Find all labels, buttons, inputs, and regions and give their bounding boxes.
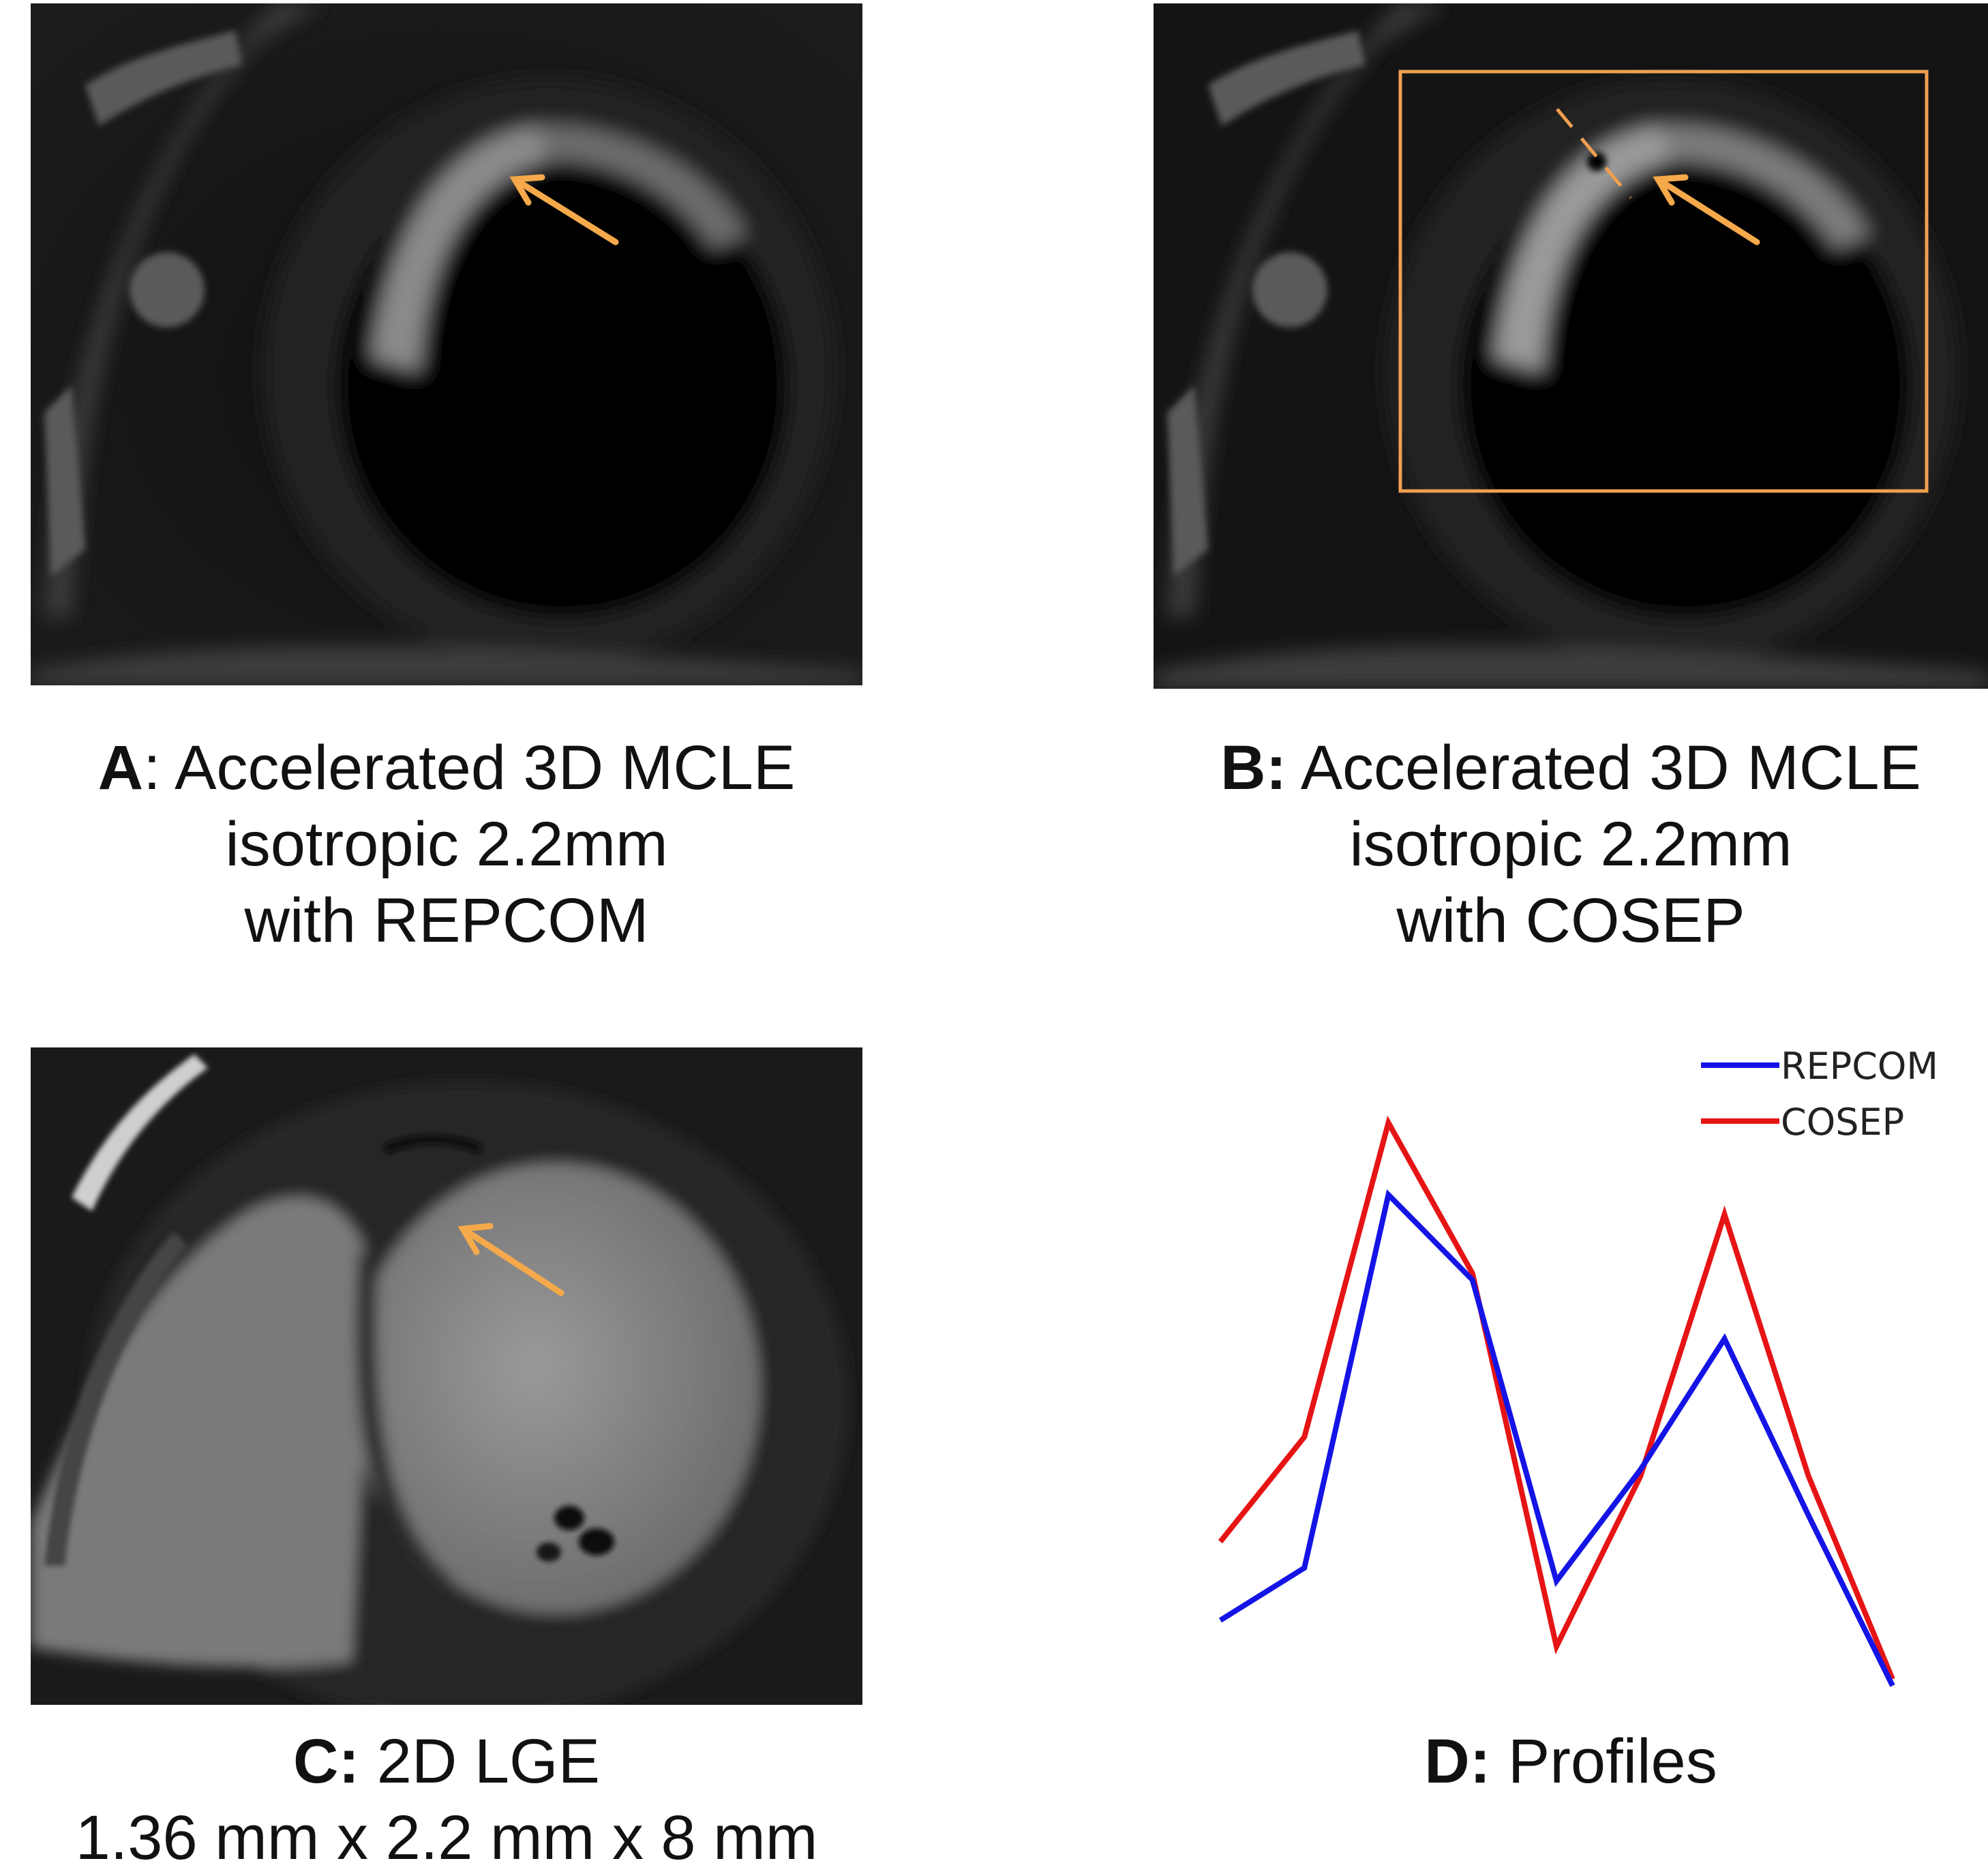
profile-chart: REPCOM COSEP: [1218, 1045, 1938, 1687]
caption-d: D: Profiles: [1424, 1727, 1717, 1796]
caption-c: C: 2D LGE 1.36 mm x 2.2 mm x 8 mm: [75, 1727, 818, 1873]
legend-label-repcom: REPCOM: [1781, 1045, 1938, 1088]
roi-box: [1398, 70, 1929, 493]
mri-image-lge: [31, 1047, 862, 1705]
caption-a: A: Accelerated 3D MCLE isotropic 2.2mm w…: [97, 733, 796, 955]
series-line-repcom: [1218, 1189, 1895, 1687]
arrow-icon: [457, 1223, 564, 1296]
series-line-cosep: [1218, 1115, 1895, 1680]
legend-label-cosep: COSEP: [1781, 1101, 1904, 1144]
caption-b: B: Accelerated 3D MCLE isotropic 2.2mm w…: [1220, 733, 1921, 955]
mri-image-repcom: [31, 3, 862, 685]
arrow-icon: [1653, 174, 1760, 245]
profile-line: [1556, 108, 1632, 199]
mri-image-cosep: [1154, 3, 1988, 689]
arrow-icon: [509, 174, 619, 245]
